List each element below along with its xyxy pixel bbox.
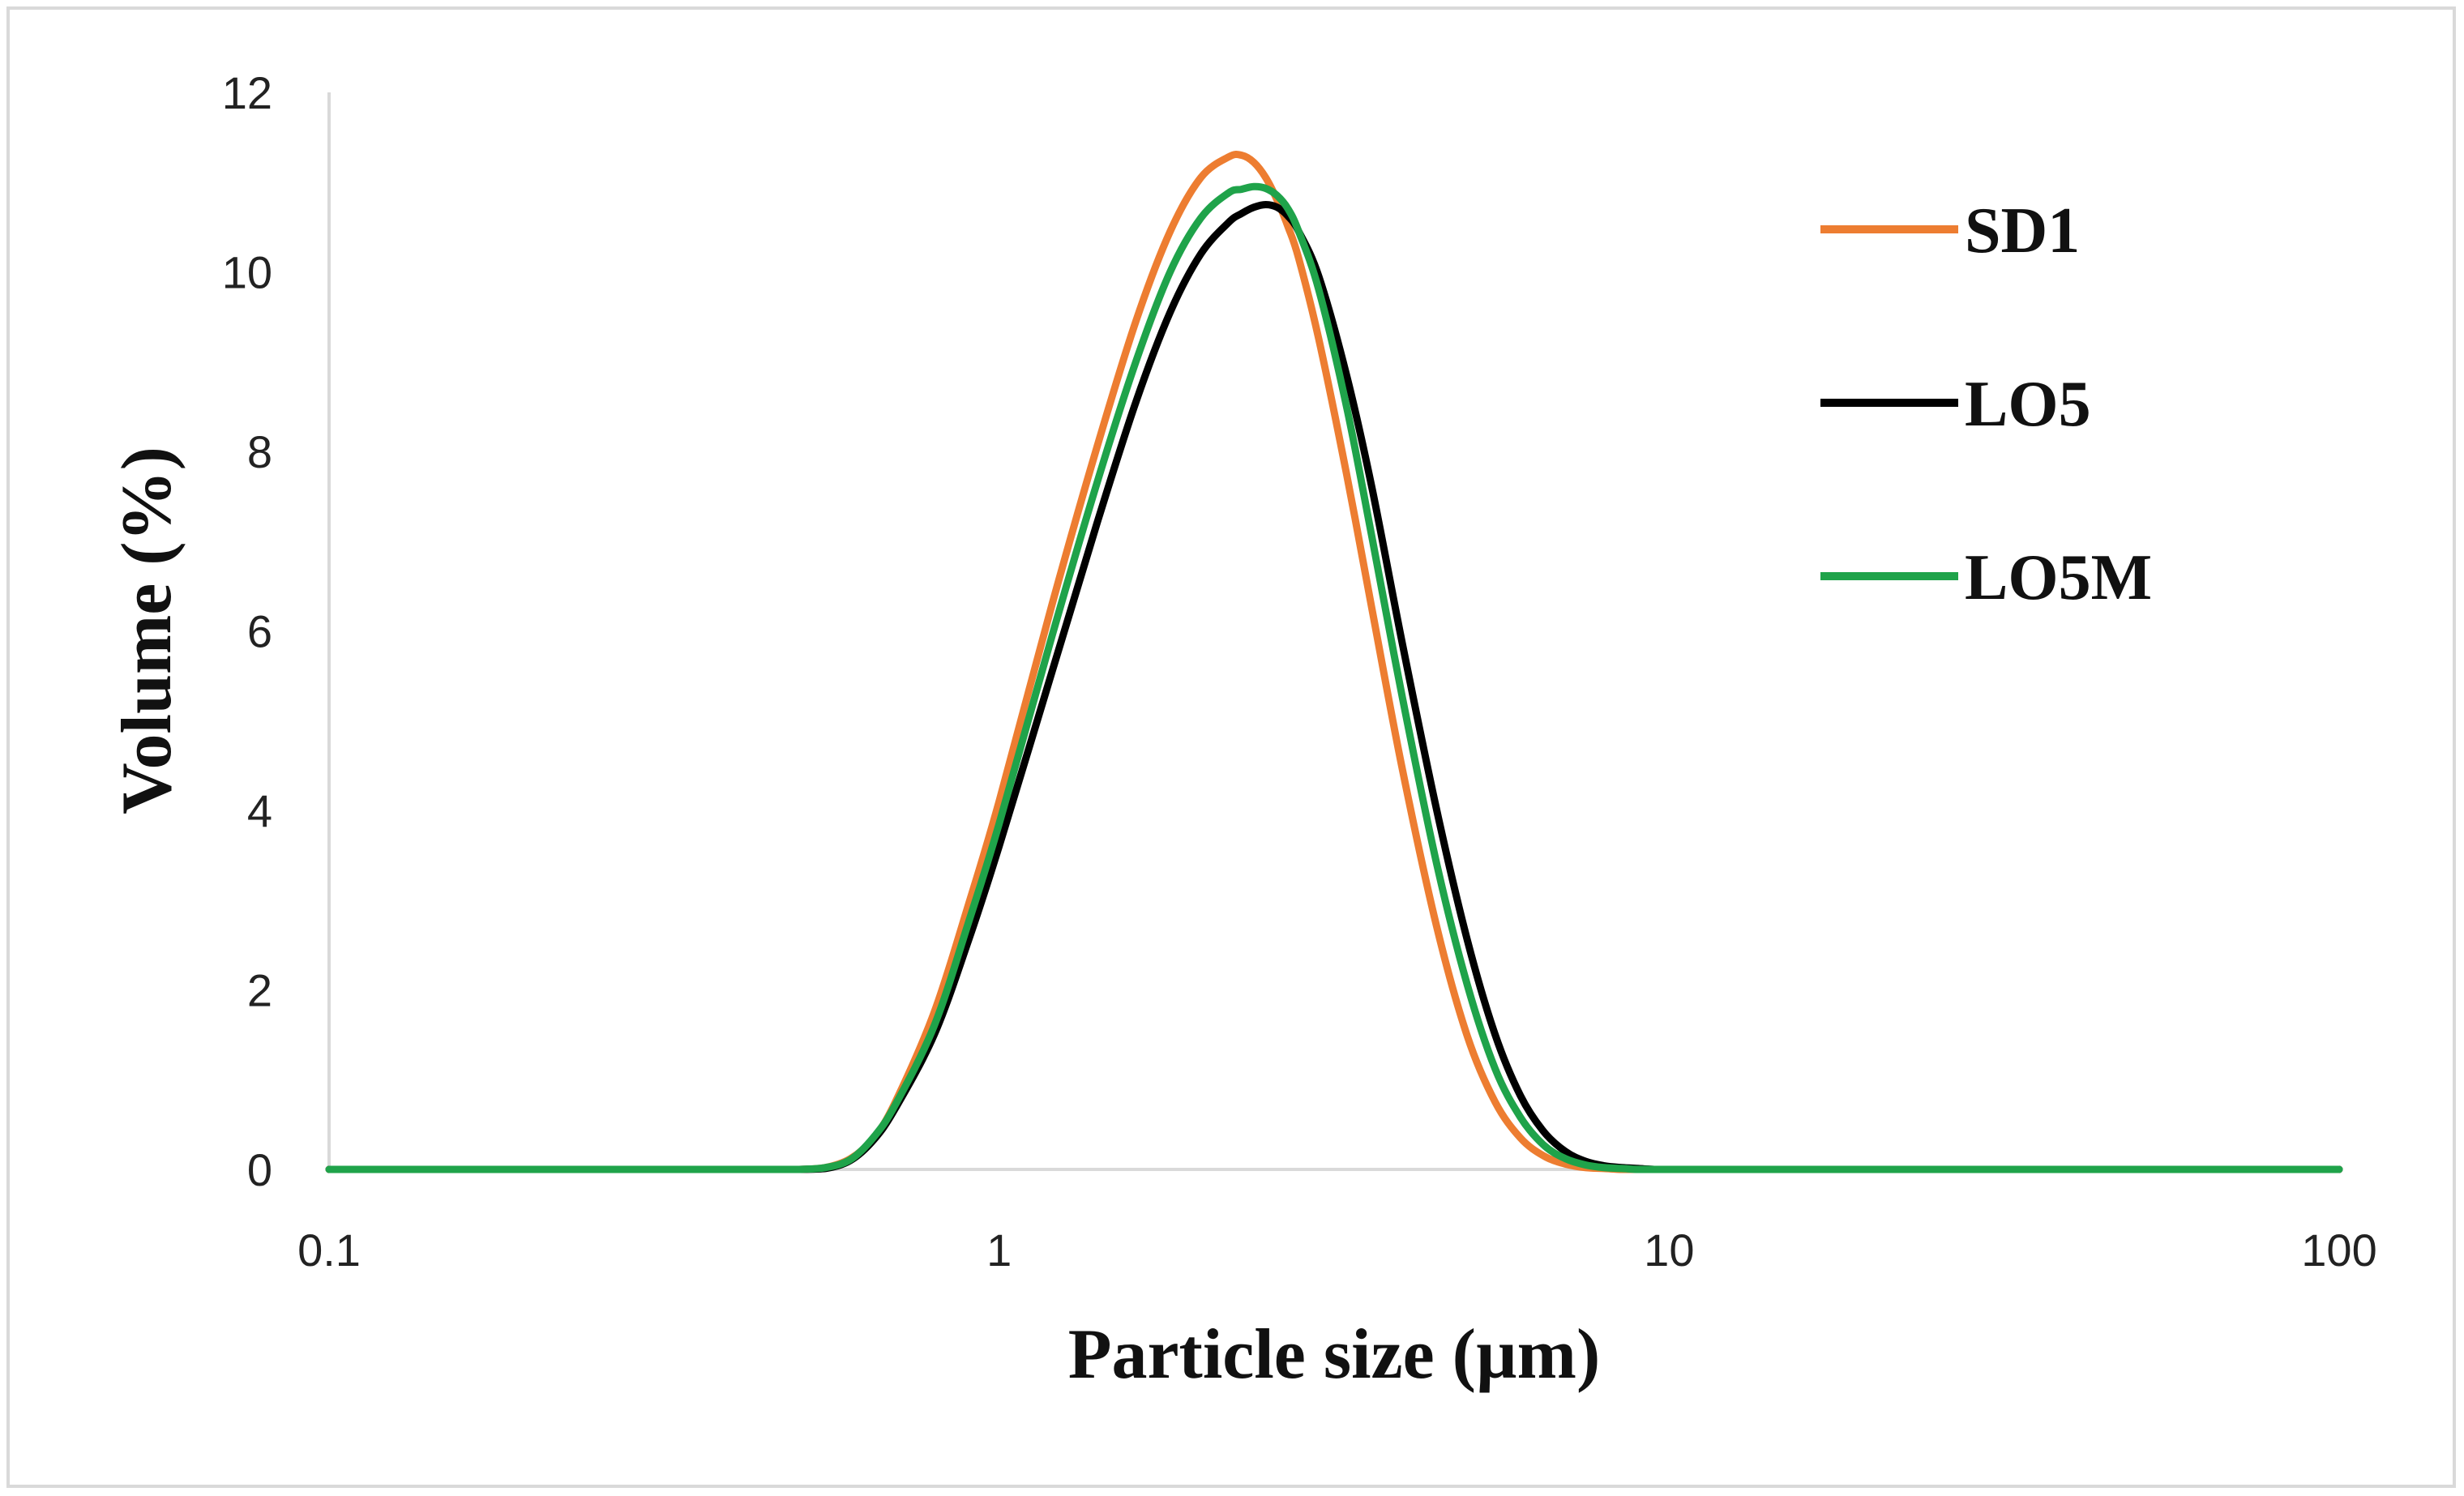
legend: SD1 LO5 LO5M xyxy=(1820,195,2152,613)
x-tick-label: 100 xyxy=(2301,1225,2376,1276)
x-tick-label: 10 xyxy=(1644,1225,1694,1276)
y-tick-label: 2 xyxy=(247,965,272,1016)
y-tick-label: 8 xyxy=(247,426,272,477)
x-tick-label: 1 xyxy=(986,1225,1012,1276)
y-tick-label: 4 xyxy=(247,785,272,836)
y-tick-label: 0 xyxy=(247,1144,272,1195)
legend-label-sd1: SD1 xyxy=(1965,195,2080,267)
y-tick-label: 10 xyxy=(222,247,272,298)
legend-label-lo5m: LO5M xyxy=(1965,542,2152,613)
y-tick-label: 6 xyxy=(247,606,272,657)
x-tick-label: 0.1 xyxy=(297,1225,361,1276)
x-axis-title: Particle size (µm) xyxy=(1068,1315,1601,1394)
y-axis-title: Volume (%) xyxy=(108,447,186,814)
chart-border xyxy=(6,6,2456,1488)
y-tick-label: 12 xyxy=(222,67,272,118)
series-lines xyxy=(325,150,2343,1173)
series-line-lo5m xyxy=(325,182,2343,1173)
legend-label-lo5: LO5 xyxy=(1965,369,2091,440)
x-tick-labels: 0.1 1 10 100 xyxy=(297,1225,2377,1276)
y-tick-labels: 0 2 4 6 8 10 12 xyxy=(222,67,272,1195)
